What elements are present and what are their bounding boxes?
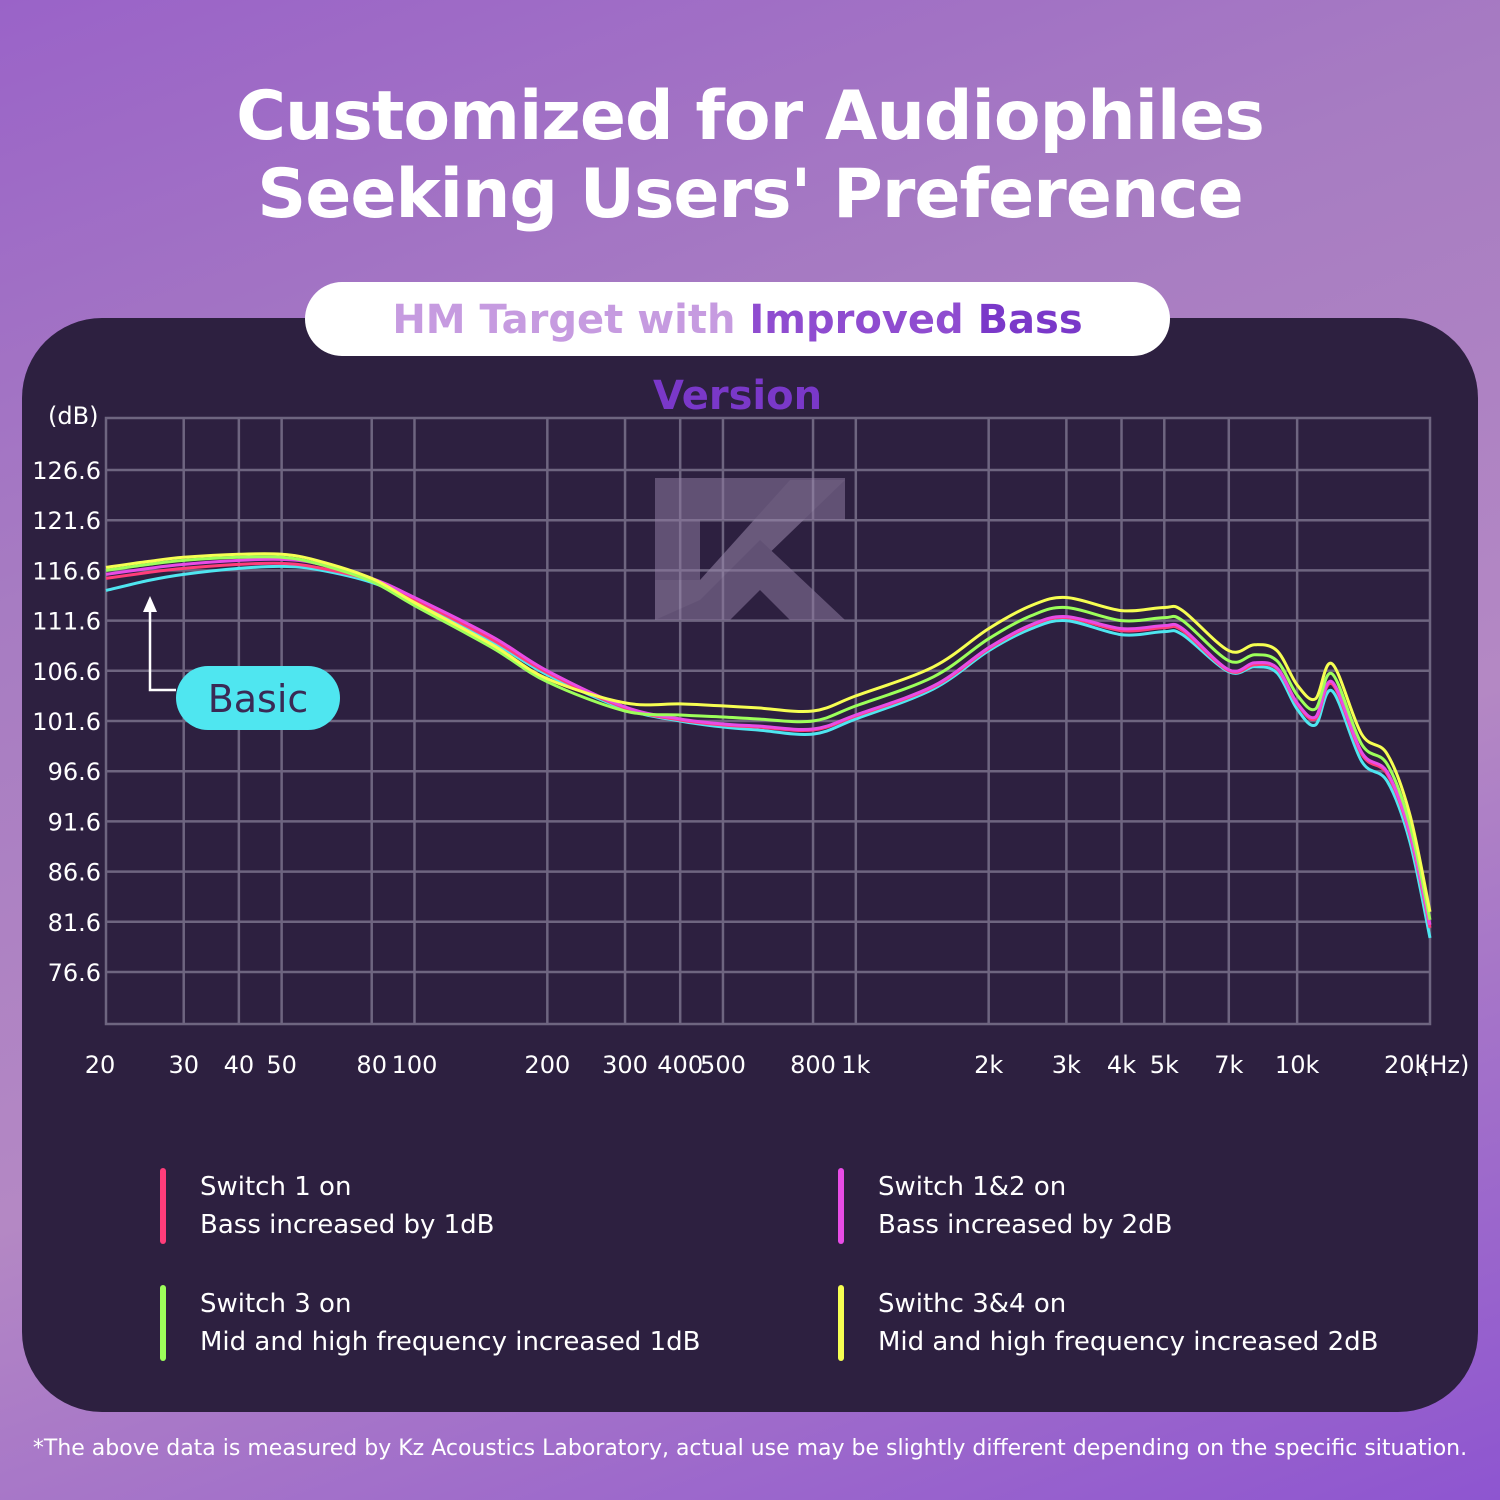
x-tick-label: 1k [841,1051,870,1079]
legend-description: Mid and high frequency increased 1dB [200,1327,701,1357]
legend-color-bar [160,1285,166,1361]
legend-title: Switch 3 on [200,1289,352,1319]
chart-subtitle-pill: HM Target with Improved Bass Version [305,282,1170,419]
annotation-pointer [148,610,176,692]
x-tick-label: 400 [657,1051,703,1079]
y-tick-label: 106.6 [32,658,101,686]
legend-description: Bass increased by 2dB [878,1210,1173,1240]
y-tick-label: 81.6 [48,909,101,937]
x-tick-label: 40 [224,1051,255,1079]
annotation-pill [176,666,340,730]
x-tick-label: 7k [1214,1051,1243,1079]
headline-line1: Customized for Audiophiles [236,77,1265,156]
x-tick-label: 200 [524,1051,570,1079]
legend-color-bar [838,1285,844,1361]
x-tick-label: 50 [266,1051,297,1079]
y-tick-label: 86.6 [48,859,101,887]
legend-title: Switch 1&2 on [878,1172,1067,1202]
x-tick-label: 10k [1275,1051,1320,1079]
subtitle-part1: HM Target with [392,297,750,343]
annotation-arrowhead [143,596,157,612]
y-tick-label: 116.6 [32,557,101,585]
series-line-basic [105,564,1432,939]
legend-color-bar [838,1168,844,1244]
basic-annotation: Basic [143,596,340,730]
subtitle-part2: Improved [749,297,978,343]
x-tick-label: 30 [168,1051,199,1079]
y-tick-label: 121.6 [32,507,101,535]
series-line-switch-3-on [105,555,1432,921]
series-line-switch-1-2-on [105,557,1432,926]
x-tick-label: 5k [1150,1051,1179,1079]
legend-description: Mid and high frequency increased 2dB [878,1327,1379,1357]
x-tick-label: 100 [392,1051,438,1079]
y-tick-label: 76.6 [48,959,101,987]
kz-logo-watermark [655,478,845,620]
annotation-label: Basic [208,677,309,721]
x-tick-label: 3k [1052,1051,1081,1079]
legend-title: Switch 1 on [200,1172,352,1202]
footnote: *The above data is measured by Kz Acoust… [32,1436,1468,1461]
series-line-swithc-3-4-on [105,552,1432,913]
chart-series [105,552,1432,939]
x-axis-label: (Hz) [1420,1051,1469,1079]
y-axis-label: (dB) [48,402,98,430]
x-tick-label: 4k [1107,1051,1136,1079]
y-tick-label: 111.6 [32,608,101,636]
x-tick-label: 800 [790,1051,836,1079]
y-tick-label: 101.6 [32,708,101,736]
legend-title: Swithc 3&4 on [878,1289,1067,1319]
headline: Customized for Audiophiles Seeking Users… [0,78,1500,234]
subtitle-part3: Bass Version [652,297,1083,419]
y-tick-label: 96.6 [48,758,101,786]
legend-color-bar [160,1168,166,1244]
y-tick-label: 91.6 [48,808,101,836]
x-tick-label: 500 [700,1051,746,1079]
axis-labels: (dB) 126.6 121.6 116.6 111.6 106.6 101.6 96.6 91… [32,402,1469,1079]
series-line-switch-1-on [105,561,1432,929]
headline-line2: Seeking Users' Preference [257,155,1244,234]
x-tick-label: 20k [1384,1051,1429,1079]
x-tick-label: 20 [85,1051,116,1079]
x-tick-label: 300 [602,1051,648,1079]
legend-description: Bass increased by 1dB [200,1210,495,1240]
y-tick-label: 126.6 [32,457,101,485]
x-tick-label: 2k [974,1051,1003,1079]
x-tick-label: 80 [356,1051,387,1079]
